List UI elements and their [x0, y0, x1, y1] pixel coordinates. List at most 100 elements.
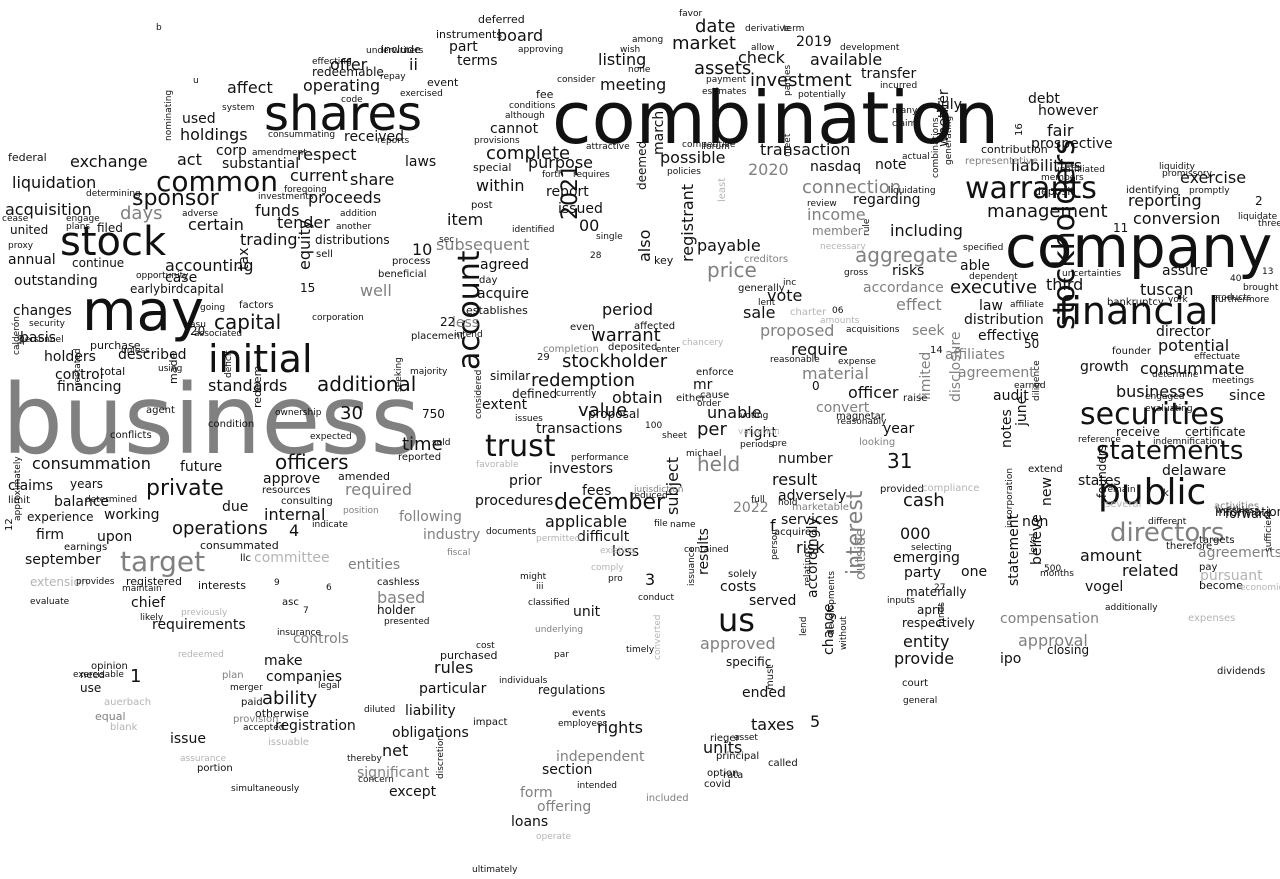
cloud-word: basis: [20, 330, 56, 346]
cloud-word: transfer: [861, 66, 917, 82]
cloud-word: exercisable: [73, 670, 124, 680]
cloud-word: necessary: [820, 242, 866, 252]
cloud-word: principal: [716, 751, 760, 762]
cloud-word: payable: [697, 236, 761, 255]
cloud-word: exercised: [400, 89, 443, 99]
cloud-word: provision: [233, 714, 279, 725]
cloud-word: beneficial: [378, 269, 427, 280]
cloud-word: many: [892, 106, 918, 116]
cloud-word: remain: [1104, 485, 1136, 495]
cloud-word: affiliate: [1010, 300, 1044, 310]
cloud-word: become: [1199, 579, 1244, 592]
cloud-word: voting: [740, 411, 769, 421]
cloud-word: determining: [86, 189, 141, 199]
cloud-word: competitive: [682, 140, 736, 150]
cloud-word: factors: [239, 300, 274, 311]
cloud-word: 7: [303, 606, 309, 616]
cloud-word: existing: [600, 546, 636, 556]
cloud-word: fiscal: [447, 548, 471, 558]
cloud-word: market: [672, 33, 736, 54]
cloud-word: tender: [277, 213, 330, 232]
cloud-word: inc: [783, 278, 797, 288]
cloud-word: concern: [358, 775, 394, 785]
cloud-word: price: [707, 258, 757, 282]
cloud-word: previously: [181, 608, 228, 618]
cloud-word: emerging: [893, 550, 960, 566]
cloud-word: compensation: [1000, 611, 1099, 627]
cloud-word: ended: [742, 685, 786, 701]
cloud-word: combinations: [931, 117, 941, 178]
cloud-word: outside: [853, 528, 869, 580]
cloud-word: term: [783, 24, 805, 34]
cloud-word: funds: [937, 602, 947, 627]
cloud-word: court: [902, 678, 928, 689]
cloud-word: applicable: [545, 512, 628, 531]
cloud-word: cash: [903, 490, 945, 511]
cloud-word: presented: [384, 617, 430, 627]
cloud-word: conversion: [1133, 209, 1221, 228]
cloud-word: incorporation: [1005, 467, 1015, 528]
cloud-word: per: [697, 419, 727, 440]
cloud-word: aggregate: [855, 243, 958, 267]
cloud-word: diluted: [364, 705, 396, 715]
cloud-word: experience: [27, 510, 94, 524]
cloud-word: wish: [620, 45, 641, 55]
cloud-word: days: [120, 203, 163, 224]
cloud-word: without: [839, 616, 849, 650]
cloud-word: employees: [558, 719, 608, 729]
cloud-word: item: [447, 210, 484, 229]
cloud-word: 29: [537, 352, 550, 363]
cloud-word: closing: [1047, 643, 1090, 657]
cloud-word: 20: [190, 324, 206, 338]
cloud-word: relating: [803, 551, 813, 586]
cloud-word: issuance: [687, 546, 697, 586]
cloud-word: amended: [338, 470, 390, 483]
cloud-word: march: [651, 110, 667, 155]
cloud-word: vote: [767, 286, 803, 305]
cloud-word: vogel: [1085, 579, 1124, 595]
cloud-word: registrant: [678, 183, 697, 262]
cloud-word: person: [770, 529, 780, 560]
cloud-word: disclosure: [948, 331, 964, 402]
cloud-word: accepted: [243, 723, 285, 733]
cloud-word: liabilities: [1011, 156, 1083, 175]
cloud-word: available: [810, 50, 883, 69]
cloud-word: rule: [862, 218, 872, 236]
cloud-word: although: [505, 111, 545, 121]
cloud-word: earlybirdcapital: [130, 282, 224, 296]
cloud-word: system: [222, 103, 255, 113]
cloud-word: events: [572, 708, 606, 719]
cloud-word: statements: [1096, 436, 1244, 466]
cloud-word: shares: [264, 86, 423, 142]
cloud-word: offer: [330, 55, 368, 74]
cloud-word: cashless: [377, 577, 420, 588]
cloud-word: continue: [72, 256, 125, 270]
cloud-word: full: [751, 495, 765, 505]
cloud-word: comply: [591, 563, 624, 573]
cloud-word: member: [812, 224, 863, 238]
cloud-word: insurance: [277, 628, 322, 638]
cloud-word: sale: [743, 303, 776, 322]
cloud-word: regarding: [853, 192, 921, 208]
cloud-word: defined: [512, 387, 558, 401]
cloud-word: going: [200, 303, 226, 313]
cloud-word: prior: [509, 473, 542, 489]
cloud-word: converted: [653, 614, 663, 660]
cloud-word: reported: [398, 452, 442, 463]
cloud-word: rata: [723, 770, 744, 781]
cloud-word: private: [146, 476, 224, 501]
cloud-word: pro: [608, 574, 623, 584]
cloud-word: determine: [1152, 370, 1199, 380]
cloud-word: code: [341, 95, 363, 105]
cloud-word: placement: [411, 331, 465, 342]
cloud-word: 13: [1262, 267, 1274, 277]
cloud-word: gross: [844, 268, 869, 278]
cloud-word: marketable: [792, 502, 849, 513]
cloud-word: taxes: [751, 715, 795, 734]
cloud-word: corporation: [312, 313, 364, 323]
cloud-word: registration: [275, 718, 356, 734]
cloud-word: conduct: [638, 593, 675, 603]
cloud-word: laws: [405, 154, 437, 170]
cloud-word: subsequent: [436, 235, 530, 254]
cloud-word: acquisition: [5, 200, 92, 219]
